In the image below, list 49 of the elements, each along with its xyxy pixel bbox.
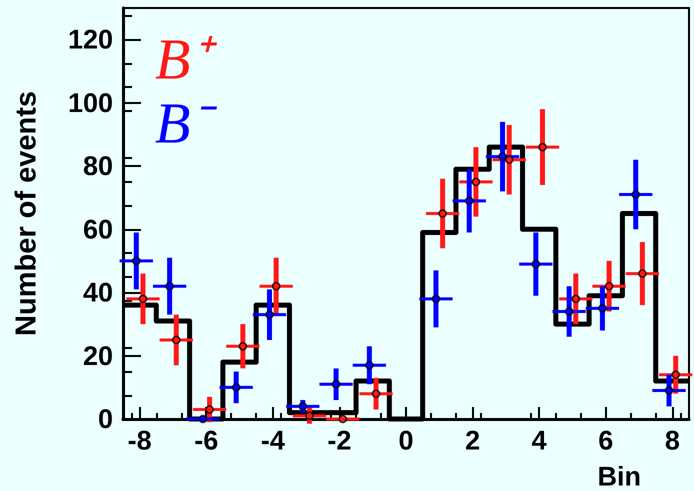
- x-tick-label: -8: [128, 426, 152, 456]
- x-tick-label: -2: [327, 426, 352, 456]
- point: [504, 156, 514, 164]
- point: [532, 260, 540, 268]
- point: [671, 370, 680, 379]
- point: [372, 389, 380, 398]
- point: [631, 190, 640, 199]
- point: [598, 304, 607, 313]
- point: [272, 282, 280, 290]
- x-tick-label: -6: [194, 426, 218, 456]
- point: [332, 380, 340, 388]
- point: [132, 256, 141, 266]
- y-tick-label: 20: [82, 340, 113, 371]
- x-tick-label: -4: [260, 426, 285, 456]
- y-tick-label: 60: [82, 214, 113, 244]
- point: [664, 386, 674, 395]
- point: [165, 282, 174, 290]
- x-tick-label: 0: [398, 426, 414, 456]
- y-tick-label: 100: [68, 88, 113, 118]
- point: [265, 310, 274, 319]
- x-tick-label: 4: [532, 426, 547, 456]
- y-axis-title: Number of events: [10, 91, 42, 336]
- point: [305, 412, 314, 420]
- point: [604, 282, 614, 290]
- y-tick-label: 40: [82, 278, 113, 308]
- point: [438, 209, 447, 218]
- point: [138, 294, 148, 304]
- x-tick-label: 6: [598, 426, 614, 456]
- point: [172, 336, 181, 344]
- point: [465, 196, 474, 206]
- point: [564, 307, 574, 316]
- point: [232, 383, 240, 392]
- x-tick-label: 8: [664, 426, 680, 456]
- legend-label: B⁺: [155, 26, 218, 92]
- x-tick-label: 2: [465, 426, 480, 456]
- y-tick-label: 0: [98, 404, 113, 434]
- x-axis-title: Bin: [598, 462, 641, 491]
- y-tick-label: 120: [68, 24, 113, 55]
- point: [472, 178, 480, 186]
- y-tick-label: 80: [82, 151, 113, 182]
- point: [498, 152, 507, 161]
- point: [572, 294, 580, 304]
- legend-label: B⁻: [155, 90, 218, 156]
- point: [238, 342, 248, 351]
- point: [205, 405, 214, 414]
- point: [538, 142, 547, 152]
- point: [638, 269, 647, 278]
- point: [365, 361, 374, 370]
- point: [432, 294, 440, 304]
